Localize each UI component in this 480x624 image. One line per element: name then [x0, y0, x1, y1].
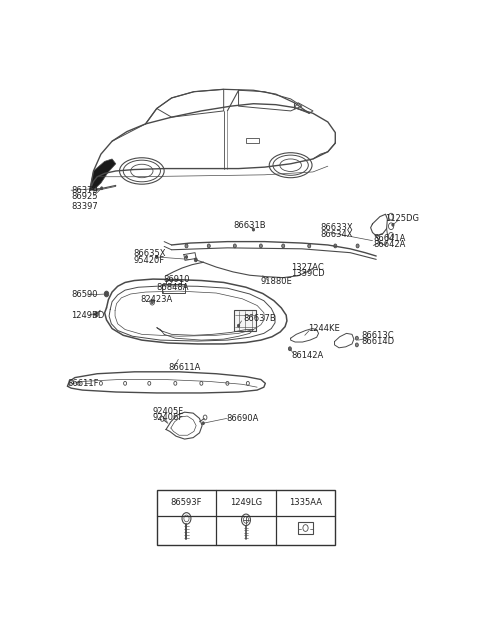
Text: 86642A: 86642A [373, 240, 406, 250]
Text: 86641A: 86641A [373, 234, 406, 243]
Circle shape [194, 258, 197, 262]
Text: 86613C: 86613C [361, 331, 394, 340]
Circle shape [282, 244, 285, 248]
Bar [298, 522, 313, 534]
Text: 86631B: 86631B [233, 222, 266, 230]
Circle shape [288, 347, 291, 351]
Circle shape [100, 187, 103, 190]
Text: 92405F: 92405F [152, 407, 183, 416]
Circle shape [104, 291, 109, 297]
Circle shape [95, 312, 98, 316]
Bar [162, 285, 185, 293]
Text: 86590: 86590 [71, 290, 97, 300]
Circle shape [151, 301, 154, 304]
Text: 92406F: 92406F [152, 414, 183, 422]
Circle shape [334, 244, 337, 248]
Text: 86634X: 86634X [321, 230, 353, 239]
Text: 86910: 86910 [163, 275, 190, 284]
Circle shape [259, 244, 263, 248]
Text: 86633X: 86633X [321, 223, 353, 232]
Circle shape [308, 244, 311, 248]
Text: 86637B: 86637B [243, 314, 276, 323]
Circle shape [202, 422, 204, 425]
Circle shape [207, 244, 210, 248]
Circle shape [106, 293, 108, 295]
Bar [234, 310, 256, 331]
Text: 86611F: 86611F [67, 379, 99, 388]
Text: 1339CD: 1339CD [290, 270, 324, 278]
Circle shape [233, 244, 236, 248]
Circle shape [238, 324, 240, 327]
Text: 86614D: 86614D [361, 337, 395, 346]
Text: 1244KE: 1244KE [309, 324, 340, 333]
Text: 86593F: 86593F [171, 499, 202, 507]
Text: 86690A: 86690A [227, 414, 259, 423]
Circle shape [392, 223, 394, 227]
Circle shape [185, 256, 188, 258]
Text: 1125DG: 1125DG [385, 213, 420, 223]
Text: 86925
83397: 86925 83397 [71, 192, 98, 211]
Circle shape [356, 244, 359, 248]
Polygon shape [90, 159, 116, 190]
Text: 86379: 86379 [71, 186, 98, 195]
Circle shape [252, 228, 254, 231]
Text: 1327AC: 1327AC [290, 263, 324, 271]
Text: 82423A: 82423A [140, 295, 172, 305]
Bar [156, 490, 335, 545]
Text: 86848A: 86848A [156, 283, 189, 292]
Bar [246, 139, 259, 143]
Text: 1249BD: 1249BD [71, 311, 105, 319]
Circle shape [156, 256, 158, 258]
Text: 86635X: 86635X [133, 249, 166, 258]
Circle shape [185, 244, 188, 248]
Text: 95420F: 95420F [133, 256, 165, 265]
Circle shape [355, 343, 359, 347]
Text: 86142A: 86142A [291, 351, 324, 360]
Text: 86611A: 86611A [168, 363, 201, 371]
Text: 1249LG: 1249LG [230, 499, 262, 507]
Circle shape [355, 336, 359, 340]
Text: 91880E: 91880E [261, 277, 293, 286]
Text: 1335AA: 1335AA [289, 499, 322, 507]
